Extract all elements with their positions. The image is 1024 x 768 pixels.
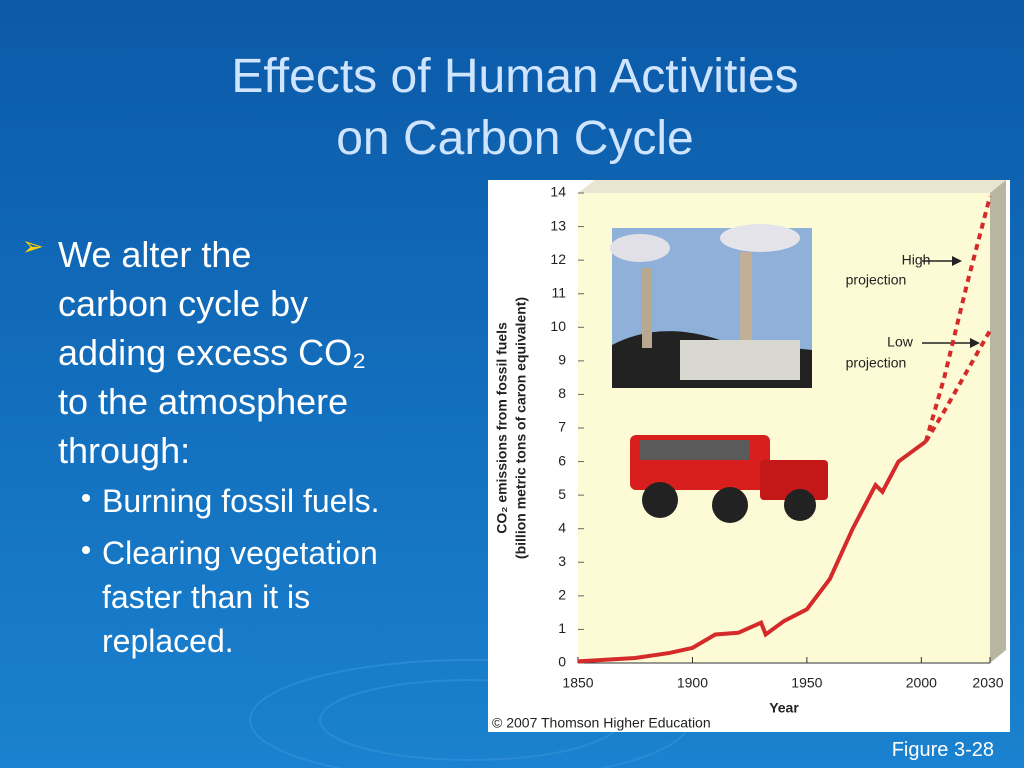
- box-side: [990, 180, 1006, 663]
- x-tick-label: 2030: [972, 675, 1003, 691]
- credit: © 2007 Thomson Higher Education: [492, 715, 711, 731]
- y-tick-label: 6: [558, 452, 566, 468]
- y-tick-label: 8: [558, 385, 566, 401]
- figure-caption: Figure 3-28: [892, 739, 994, 761]
- annotation: Low: [887, 334, 914, 350]
- sub-bullet-text: Burning fossil fuels.: [102, 483, 379, 519]
- sub-bullet-text: replaced.: [102, 623, 234, 659]
- annotation: projection: [846, 272, 907, 288]
- y-tick-label: 14: [550, 184, 566, 200]
- y-tick-label: 3: [558, 553, 566, 569]
- box-top: [578, 180, 1006, 193]
- sub-bullet-marker: [82, 494, 90, 502]
- series-line: [577, 439, 928, 664]
- y-tick-label: 4: [558, 519, 566, 535]
- y-tick-label: 12: [550, 251, 566, 267]
- x-tick-label: 1850: [562, 675, 593, 691]
- y-tick-label: 1: [558, 620, 566, 636]
- bullet-text: carbon cycle by: [58, 283, 308, 324]
- y-axis-title: CO₂ emissions from fossil fuels: [494, 322, 510, 534]
- y-tick-label: 0: [558, 654, 566, 670]
- y-tick-label: 11: [551, 284, 566, 300]
- x-tick-label: 2000: [906, 675, 937, 691]
- y-axis-title: (billion metric tons of caron equivalent…: [513, 297, 529, 559]
- annotation-arrowhead: [952, 256, 962, 266]
- factory-photo: [610, 224, 812, 388]
- suv-photo: [630, 435, 828, 523]
- y-tick-label: 9: [558, 352, 566, 368]
- bullet-text: to the atmosphere: [58, 381, 348, 422]
- slide-title: on Carbon Cycle: [336, 112, 694, 165]
- sub-bullet-text: faster than it is: [102, 579, 310, 615]
- x-tick-label: 1950: [791, 675, 822, 691]
- annotation: High: [902, 252, 931, 268]
- slide-title: Effects of Human Activities: [231, 50, 798, 103]
- series-line: [923, 195, 992, 442]
- y-tick-label: 2: [558, 587, 566, 603]
- sub-bullet-marker: [82, 546, 90, 554]
- bullet-text: We alter the: [58, 234, 251, 275]
- y-tick-label: 10: [550, 318, 566, 334]
- x-axis-title: Year: [769, 700, 799, 716]
- series-line: [924, 329, 992, 443]
- bullet-text: through:: [58, 430, 190, 471]
- annotation: projection: [846, 355, 907, 371]
- y-tick-label: 7: [558, 419, 566, 435]
- y-tick-label: 5: [558, 486, 566, 502]
- sub-bullet-text: Clearing vegetation: [102, 535, 378, 571]
- y-tick-label: 13: [550, 217, 566, 233]
- x-tick-label: 1900: [677, 675, 708, 691]
- bullet-marker: ➢: [22, 231, 44, 261]
- annotation-arrowhead: [970, 338, 980, 348]
- bullet-text: adding excess CO₂: [58, 332, 366, 373]
